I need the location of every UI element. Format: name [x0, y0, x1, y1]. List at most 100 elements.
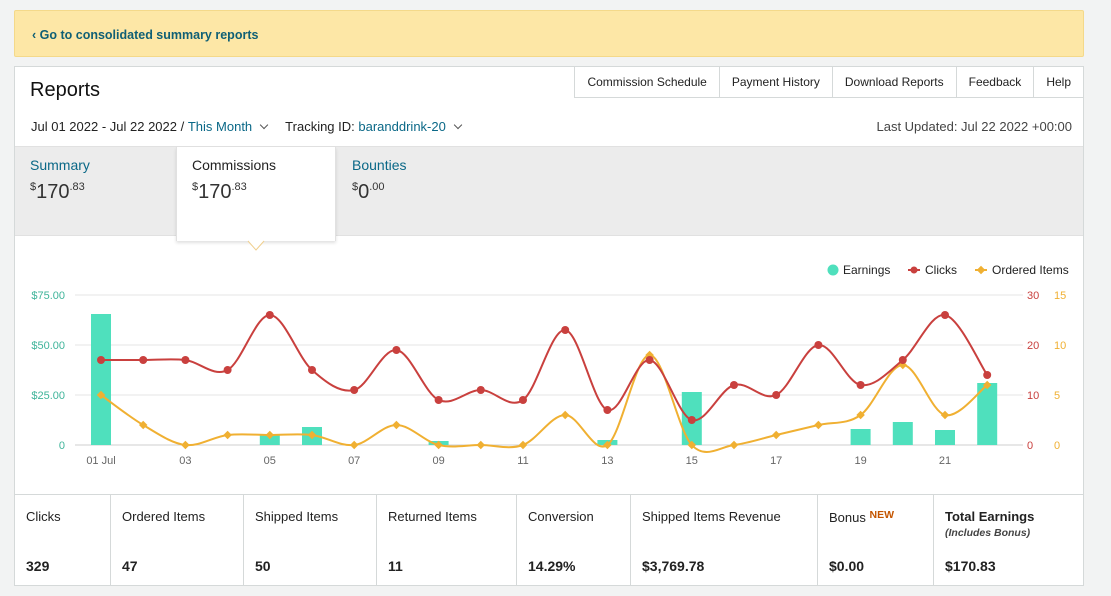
clicks-point	[561, 326, 570, 334]
clicks-point	[350, 386, 359, 394]
ordered-items-point	[729, 440, 739, 450]
commission-schedule-link[interactable]: Commission Schedule	[574, 66, 720, 98]
earnings-bar	[259, 434, 280, 445]
ordered-items-point	[138, 420, 148, 430]
legend-clicks-label: Clicks	[925, 263, 957, 277]
stat-label: Shipped Items	[255, 509, 339, 524]
stat-clicks: Clicks 329	[15, 495, 111, 586]
stat-conversion: Conversion 14.29%	[517, 495, 631, 586]
stat-returned-items: Returned Items 11	[377, 495, 517, 586]
y-clicks-tick-label: 10	[1027, 390, 1039, 402]
ordered-items-point	[223, 430, 232, 440]
x-tick-label: 09	[432, 455, 444, 467]
ordered-items-point	[181, 440, 190, 450]
tracking-id-dropdown[interactable]: baranddrink-20	[358, 119, 446, 134]
ordered-items-point	[771, 430, 781, 440]
earnings-bar	[850, 429, 871, 445]
clicks-point	[814, 341, 823, 349]
stat-value: $3,769.78	[642, 558, 705, 574]
ordered-items-point	[265, 430, 275, 440]
legend-clicks-swatch	[910, 266, 918, 274]
clicks-point	[687, 416, 696, 424]
stat-value: 11	[388, 558, 403, 574]
clicks-point	[97, 356, 105, 364]
y-left-tick-label: 0	[59, 440, 65, 452]
page-title: Reports	[30, 79, 101, 101]
ordered-items-point	[560, 410, 570, 420]
stat-label: Bonus	[829, 510, 866, 525]
tab-bounties-amount: $0.00	[352, 181, 385, 203]
date-range: Jul 01 2022 - Jul 22 2022 /	[31, 119, 185, 134]
tab-bounties[interactable]: Bounties $0.00	[337, 147, 497, 237]
clicks-point	[392, 346, 401, 354]
y-ordered-tick-label: 5	[1054, 390, 1060, 402]
clicks-point	[941, 311, 949, 319]
y-clicks-tick-label: 30	[1027, 290, 1039, 302]
chevron-down-icon[interactable]	[259, 120, 269, 130]
ordered-items-point	[476, 440, 486, 450]
clicks-point	[181, 356, 190, 364]
stat-value: 14.29%	[528, 558, 576, 574]
x-tick-label: 11	[517, 455, 528, 467]
help-link[interactable]: Help	[1034, 66, 1084, 98]
clicks-point	[898, 356, 907, 364]
stat-label: Ordered Items	[122, 509, 206, 524]
tab-summary-amount: $170.83	[30, 181, 85, 203]
ordered-items-point	[392, 420, 401, 430]
clicks-point	[856, 381, 865, 389]
x-tick-label: 03	[179, 455, 191, 467]
chevron-down-icon[interactable]	[453, 120, 463, 130]
x-tick-label: 05	[264, 455, 276, 467]
ordered-items-point	[518, 440, 528, 450]
legend-ordered-swatch	[976, 265, 986, 275]
period-dropdown[interactable]: This Month	[187, 119, 253, 134]
tab-commissions[interactable]: Commissions $170.83	[176, 147, 336, 241]
legend-earnings-label: Earnings	[843, 263, 890, 277]
stat-value: 47	[122, 558, 138, 574]
stat-label: Clicks	[26, 509, 61, 524]
clicks-point	[265, 311, 274, 319]
clicks-point	[519, 396, 527, 404]
stat-label: Returned Items	[388, 509, 477, 524]
y-left-tick-label: $50.00	[31, 340, 65, 352]
clicks-point	[603, 406, 612, 414]
y-clicks-tick-label: 0	[1027, 440, 1033, 452]
x-tick-label: 21	[939, 455, 951, 467]
report-links: Commission Schedule Payment History Down…	[574, 66, 1084, 98]
earnings-bar	[935, 430, 955, 445]
tab-bounties-label: Bounties	[352, 157, 407, 173]
stat-value: $170.83	[945, 558, 996, 574]
stat-label: Total Earnings	[945, 509, 1035, 524]
feedback-link[interactable]: Feedback	[956, 66, 1035, 98]
stats-bar: Clicks 329 Ordered Items 47 Shipped Item…	[15, 494, 1083, 586]
ordered-items-point	[940, 410, 950, 420]
stat-label: Conversion	[528, 509, 594, 524]
new-badge: NEW	[869, 509, 895, 521]
stat-total-earnings: Total Earnings (Includes Bonus) $170.83	[934, 495, 1083, 586]
y-ordered-tick-label: 10	[1054, 340, 1066, 352]
payment-history-link[interactable]: Payment History	[719, 66, 833, 98]
stat-value: 50	[255, 558, 271, 574]
stat-label: Shipped Items Revenue	[642, 509, 781, 524]
clicks-point	[772, 391, 781, 399]
x-tick-label: 15	[686, 455, 698, 467]
legend-earnings-swatch	[827, 264, 839, 276]
clicks-point	[139, 356, 148, 364]
report-filters: Jul 01 2022 - Jul 22 2022 / This Month T…	[31, 119, 467, 134]
ordered-items-point	[814, 420, 823, 430]
earnings-bar	[91, 314, 111, 445]
y-ordered-tick-label: 15	[1054, 290, 1066, 302]
reports-card: Reports Commission Schedule Payment Hist…	[14, 66, 1084, 586]
clicks-line	[100, 313, 989, 422]
report-tabs: Summary $170.83 Commissions $170.83 Boun…	[15, 146, 1083, 241]
y-left-tick-label: $75.00	[31, 290, 65, 302]
earnings-chart: 0 0 0 $25.00 10 5 $50.00 20 10 $75.00 30 15 01 Jul 03…	[31, 240, 1069, 467]
stat-bonus: Bonus NEW $0.00	[818, 495, 934, 586]
tab-summary[interactable]: Summary $170.83	[15, 147, 177, 237]
download-reports-link[interactable]: Download Reports	[832, 66, 957, 98]
clicks-point	[223, 366, 232, 374]
y-ordered-tick-label: 0	[1054, 440, 1060, 452]
consolidated-summary-link[interactable]: ‹ Go to consolidated summary reports	[32, 28, 259, 42]
tab-commissions-amount: $170.83	[192, 181, 247, 203]
ordered-items-point	[856, 410, 865, 420]
